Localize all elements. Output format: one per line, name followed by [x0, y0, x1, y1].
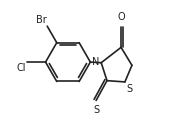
Text: S: S — [93, 105, 99, 115]
Text: O: O — [117, 12, 125, 22]
Text: N: N — [92, 57, 99, 67]
Text: Cl: Cl — [16, 63, 26, 73]
Text: S: S — [127, 84, 133, 94]
Text: Br: Br — [36, 15, 47, 25]
